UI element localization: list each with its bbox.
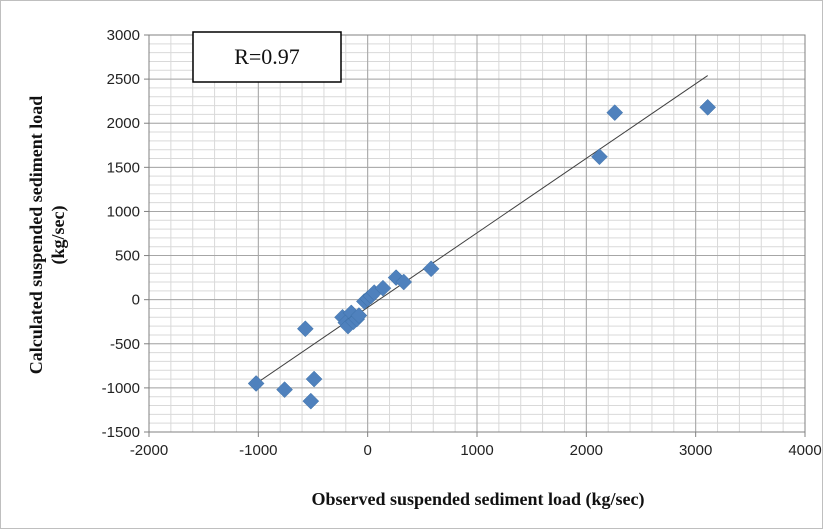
x-tick-label: -1000 (239, 442, 277, 459)
x-tick-label: 1000 (460, 442, 493, 459)
data-point (374, 279, 392, 297)
data-point (606, 104, 624, 121)
x-tick-label: -2000 (130, 442, 168, 459)
plot-area-frame (148, 34, 806, 433)
y-axis-tick-labels: -1500 -1000 -500 0 500 1000 1500 2000 2500 3000 (102, 27, 140, 441)
data-point (302, 392, 320, 410)
y-axis-title-unit: (kg/sec) (48, 206, 69, 265)
data-point (247, 375, 265, 392)
x-tick-label: 2000 (570, 442, 603, 459)
data-point (350, 307, 368, 324)
annotation-text: R=0.97 (234, 44, 300, 69)
x-axis-tick-labels: -2000 -1000 0 1000 2000 3000 4000 (130, 442, 822, 459)
y-tick-label: 1000 (107, 203, 140, 220)
trend-line (255, 75, 708, 384)
data-point (395, 273, 413, 291)
data-point (296, 320, 314, 338)
data-point (422, 260, 440, 278)
data-point (591, 148, 608, 166)
x-tick-label: 3000 (679, 442, 712, 459)
y-tick-label: -1000 (102, 380, 140, 397)
y-tick-label: 2000 (107, 115, 140, 132)
data-point (276, 381, 293, 399)
y-tick-label: 3000 (107, 27, 140, 44)
y-tick-label: 2500 (107, 71, 140, 88)
x-axis-title: Observed suspended sediment load (kg/sec… (311, 489, 644, 510)
data-point (305, 370, 323, 388)
y-tick-label: 0 (132, 292, 140, 309)
y-axis-title: Calculated suspended sediment load (26, 96, 46, 375)
annotation-box: R=0.97 (192, 31, 342, 83)
y-tick-label: -1500 (102, 424, 140, 441)
y-tick-label: 500 (115, 248, 140, 265)
data-points (247, 98, 717, 410)
x-tick-label: 0 (363, 442, 371, 459)
y-tick-label: -500 (110, 336, 140, 353)
data-point (699, 98, 717, 116)
y-tick-label: 1500 (107, 159, 140, 176)
x-tick-label: 4000 (788, 442, 821, 459)
